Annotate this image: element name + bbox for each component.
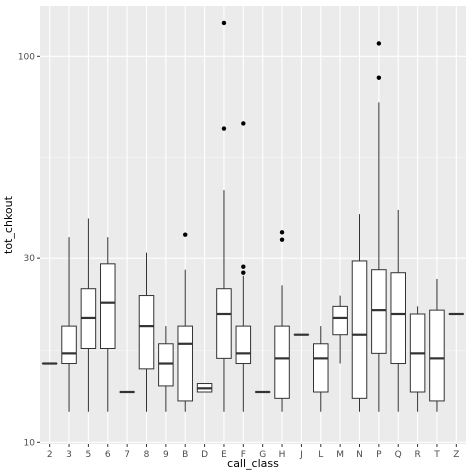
x-tick-label: P <box>376 450 382 460</box>
outlier-point <box>183 232 188 237</box>
box-iqr <box>274 325 290 399</box>
box-iqr <box>390 272 406 365</box>
box-iqr <box>313 343 329 393</box>
plot-panel <box>40 6 466 444</box>
box-iqr <box>158 343 174 387</box>
y-tick-label: 30 <box>24 254 36 264</box>
box-iqr <box>177 325 193 402</box>
box-iqr <box>61 325 77 365</box>
x-tick-label: 8 <box>144 450 150 460</box>
box-Q <box>390 209 406 412</box>
outlier-point <box>241 121 246 126</box>
x-tick-label: F <box>241 450 246 460</box>
x-tick-label: N <box>356 450 363 460</box>
x-tick-label: 2 <box>47 450 53 460</box>
box-D <box>196 383 213 393</box>
x-tick-label: 9 <box>163 450 169 460</box>
outlier-point <box>221 20 227 26</box>
x-tick-label: G <box>259 450 266 460</box>
outlier-point <box>241 270 246 275</box>
box-3 <box>61 237 77 412</box>
box-iqr <box>216 288 232 359</box>
x-tick-label: H <box>279 450 286 460</box>
x-tick-label: Z <box>453 450 459 460</box>
x-tick-label: M <box>336 450 344 460</box>
box-H <box>274 230 290 412</box>
x-axis-title: call_class <box>227 457 279 470</box>
box-iqr <box>100 263 116 350</box>
outlier-point <box>376 41 382 46</box>
box-P <box>371 41 387 412</box>
y-axis-ticks: 10 30 100 <box>18 52 40 448</box>
box-B <box>177 232 193 412</box>
box-F <box>235 121 252 412</box>
box-iqr <box>351 260 368 399</box>
outlier-point <box>279 237 285 242</box>
x-tick-label: J <box>299 450 303 460</box>
boxes-layer <box>41 20 465 412</box>
x-tick-label: T <box>433 450 440 460</box>
box-iqr <box>138 295 155 370</box>
box-L <box>313 326 329 412</box>
x-tick-label: R <box>414 450 420 460</box>
x-tick-label: E <box>221 450 227 460</box>
box-R <box>409 306 426 412</box>
x-tick-label: 7 <box>124 450 130 460</box>
box-E <box>216 20 232 412</box>
outlier-point <box>279 230 285 235</box>
x-tick-label: D <box>201 450 208 460</box>
box-iqr <box>332 305 348 336</box>
x-tick-label: B <box>182 450 188 460</box>
x-tick-label: 6 <box>105 450 111 460</box>
x-tick-label: L <box>318 450 323 460</box>
box-iqr <box>371 269 387 354</box>
box-N <box>351 214 368 412</box>
box-iqr <box>235 325 252 365</box>
box-9 <box>158 326 174 412</box>
outlier-point <box>376 75 382 80</box>
box-5 <box>80 218 97 412</box>
y-axis-title: tot_chkout <box>2 195 15 254</box>
x-tick-label: Q <box>395 450 402 460</box>
box-6 <box>100 237 116 412</box>
box-8 <box>138 252 155 412</box>
box-T <box>429 278 445 412</box>
box-iqr <box>429 309 445 402</box>
outlier-point <box>241 264 246 269</box>
x-tick-label: 5 <box>86 450 92 460</box>
x-tick-label: 3 <box>66 450 72 460</box>
x-axis-ticks: 2 3 5 6 7 8 9 B D E F G H J L M N P Q R T Z <box>47 444 459 460</box>
outlier-point <box>221 126 227 131</box>
box-M <box>332 295 348 364</box>
y-tick-label: 100 <box>18 52 35 62</box>
y-tick-label: 10 <box>24 438 36 448</box>
